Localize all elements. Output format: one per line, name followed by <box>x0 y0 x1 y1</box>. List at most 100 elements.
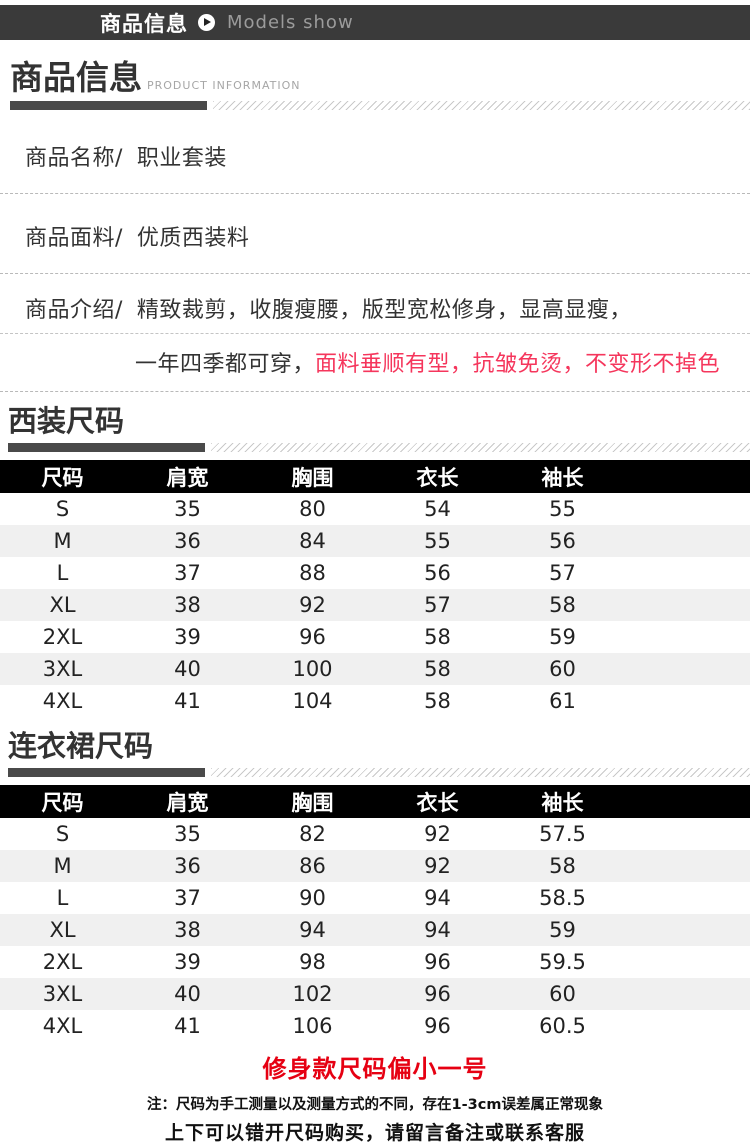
section-divider <box>0 101 750 111</box>
play-icon <box>198 14 215 31</box>
table-cell: 58.5 <box>539 886 586 911</box>
table-cell: 92 <box>424 854 451 879</box>
divider-hatch <box>211 443 750 453</box>
column-header: 衣长 <box>416 465 459 490</box>
page-title: 商品信息 <box>10 58 142 97</box>
table-cell: M <box>53 854 72 879</box>
info-value: 精致裁剪，收腹瘦腰，版型宽松修身，显高显瘦， <box>136 298 632 324</box>
size-table-row: 3XL 40 102 96 60 <box>0 978 750 1011</box>
size-table-row: L 37 88 56 57 <box>0 557 750 590</box>
table-cell: 54 <box>424 497 451 522</box>
section-heading-dress-sizes: 连衣裙尺码 <box>0 730 750 763</box>
size-table-header-row: 尺码 肩宽 胸围 衣长 袖长 <box>0 460 750 494</box>
contact-service-note: 上下可以错开尺码购买，请留言备注或联系客服 <box>164 1122 585 1145</box>
table-cell: 3XL <box>42 657 83 682</box>
table-cell: 104 <box>292 689 333 714</box>
divider-bar <box>8 443 205 453</box>
table-cell: 37 <box>174 561 201 586</box>
section-heading-suit-sizes: 西装尺码 <box>0 404 750 439</box>
table-cell: 40 <box>174 982 201 1007</box>
table-cell: 58 <box>424 689 451 714</box>
table-cell: 61 <box>549 689 576 714</box>
info-label: 商品介绍/ <box>25 298 123 324</box>
dress-size-table: 尺码 肩宽 胸围 衣长 袖长 S 35 82 92 57.5 M 36 86 92 58 L 37 90 94 58.… <box>0 785 750 1043</box>
divider-hatch <box>213 101 750 111</box>
table-cell: 96 <box>424 950 451 975</box>
table-cell: 98 <box>299 950 326 975</box>
table-cell: 57.5 <box>539 822 586 847</box>
table-cell: 35 <box>174 497 201 522</box>
table-cell: 36 <box>174 529 201 554</box>
table-cell: 80 <box>299 497 326 522</box>
table-cell: 38 <box>174 593 201 618</box>
table-cell: 84 <box>299 529 326 554</box>
product-detail-page: 商品信息 Models show 商品信息 PRODUCT INFORMATIO… <box>0 5 750 1144</box>
size-table-row: 4XL 41 106 96 60.5 <box>0 1010 750 1043</box>
table-cell: 59 <box>549 625 576 650</box>
table-cell: 94 <box>299 918 326 943</box>
table-cell: 60 <box>549 982 576 1007</box>
section-heading-product-info: 商品信息 PRODUCT INFORMATION <box>0 58 750 97</box>
table-cell: 106 <box>292 1014 333 1039</box>
table-cell: XL <box>49 918 76 943</box>
table-cell: 57 <box>424 593 451 618</box>
column-header: 尺码 <box>41 465 84 490</box>
size-table-row: XL 38 94 94 59 <box>0 914 750 947</box>
table-cell: S <box>55 822 70 847</box>
table-cell: 55 <box>549 497 576 522</box>
table-cell: 2XL <box>42 950 83 975</box>
info-label: 商品面料/ <box>25 226 123 252</box>
table-cell: 92 <box>299 593 326 618</box>
tab-models-show[interactable]: Models show <box>227 12 354 33</box>
tab-product-info[interactable]: 商品信息 <box>100 11 188 36</box>
table-cell: 41 <box>174 1014 201 1039</box>
size-table-row: XL 38 92 57 58 <box>0 589 750 622</box>
column-header: 胸围 <box>291 790 334 815</box>
table-cell: 57 <box>549 561 576 586</box>
size-table-row: S 35 80 54 55 <box>0 493 750 526</box>
table-cell: 41 <box>174 689 201 714</box>
column-header: 袖长 <box>541 790 584 815</box>
product-info-list: 商品名称/职业套装 商品面料/优质西装料 商品介绍/精致裁剪，收腹瘦腰，版型宽松… <box>0 110 750 393</box>
play-triangle-icon <box>204 18 211 26</box>
table-cell: 58 <box>424 657 451 682</box>
slim-fit-warning: 修身款尺码偏小一号 <box>262 1055 488 1084</box>
table-cell: 3XL <box>42 982 83 1007</box>
suit-size-title: 西装尺码 <box>8 404 125 439</box>
column-header: 尺码 <box>41 790 84 815</box>
table-cell: 56 <box>424 561 451 586</box>
table-cell: 36 <box>174 854 201 879</box>
info-label: 商品名称/ <box>25 146 123 172</box>
column-header: 胸围 <box>291 465 334 490</box>
size-table-header-row: 尺码 肩宽 胸围 衣长 袖长 <box>0 785 750 819</box>
table-cell: 37 <box>174 886 201 911</box>
table-cell: 59.5 <box>539 950 586 975</box>
table-cell: 94 <box>424 886 451 911</box>
table-cell: 94 <box>424 918 451 943</box>
table-cell: 58 <box>549 593 576 618</box>
table-cell: 102 <box>292 982 333 1007</box>
column-header: 袖长 <box>541 465 584 490</box>
table-cell: 90 <box>299 886 326 911</box>
info-row-description: 商品介绍/精致裁剪，收腹瘦腰，版型宽松修身，显高显瘦， <box>0 274 750 335</box>
info-row-product-name: 商品名称/职业套装 <box>0 110 750 195</box>
info-row-description-continued: 一年四季都可穿，面料垂顺有型，抗皱免烫，不变形不掉色 <box>0 334 750 393</box>
table-cell: L <box>56 886 69 911</box>
info-value: 一年四季都可穿， <box>135 352 316 378</box>
section-divider <box>0 768 750 778</box>
info-value: 职业套装 <box>136 146 227 172</box>
divider-bar <box>10 101 207 111</box>
info-value-highlight: 面料垂顺有型，抗皱免烫，不变形不掉色 <box>315 352 721 378</box>
table-cell: 60 <box>549 657 576 682</box>
page-title-en: PRODUCT INFORMATION <box>147 79 301 93</box>
table-cell: 35 <box>174 822 201 847</box>
size-table-row: M 36 86 92 58 <box>0 850 750 883</box>
column-header: 衣长 <box>416 790 459 815</box>
size-table-row: 2XL 39 96 58 59 <box>0 621 750 654</box>
table-cell: M <box>53 529 72 554</box>
divider-bar <box>8 768 205 778</box>
suit-size-table: 尺码 肩宽 胸围 衣长 袖长 S 35 80 54 55 M 36 84 55 56 L 37 88 56 57 XL 3… <box>0 460 750 718</box>
table-cell: 96 <box>299 625 326 650</box>
size-table-row: 2XL 39 98 96 59.5 <box>0 946 750 979</box>
table-cell: 60.5 <box>539 1014 586 1039</box>
